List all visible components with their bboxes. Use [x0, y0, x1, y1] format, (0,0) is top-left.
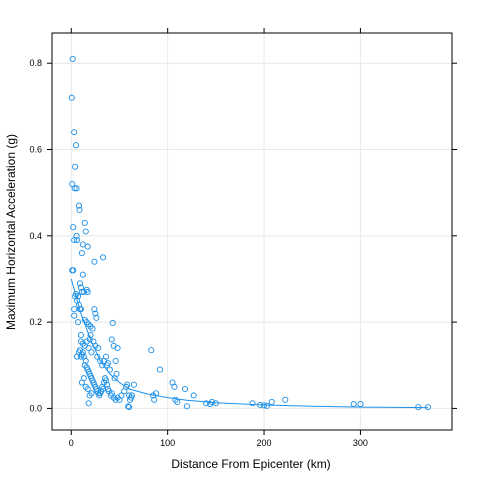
data-point [73, 142, 80, 149]
data-point [80, 375, 87, 382]
data-point [92, 310, 99, 317]
data-point [70, 267, 77, 274]
data-point [156, 366, 164, 373]
data-point [109, 319, 116, 327]
data-point [78, 250, 85, 257]
data-point [76, 206, 83, 213]
data-point [126, 404, 133, 411]
data-point [282, 396, 289, 403]
data-point [93, 314, 100, 321]
data-point [249, 400, 256, 407]
data-point [203, 400, 210, 407]
data-points [68, 55, 431, 411]
data-point [89, 325, 96, 332]
x-tick-label: 300 [353, 438, 368, 448]
data-point [77, 284, 84, 291]
data-point [103, 381, 110, 388]
axis-ticks: 0 100 200 300 0.0 0.2 0.4 0.6 0.8 [29, 28, 457, 448]
data-point [100, 254, 107, 261]
data-point [71, 237, 78, 244]
data-point [118, 392, 125, 399]
data-point [183, 403, 190, 410]
data-point [95, 344, 102, 352]
data-point [82, 228, 89, 235]
y-tick-label: 0.4 [29, 231, 42, 241]
data-point [171, 383, 178, 390]
data-point [71, 306, 78, 313]
data-point [125, 403, 132, 410]
data-point [70, 224, 77, 231]
data-point [71, 129, 78, 136]
data-point [85, 344, 92, 352]
data-point [181, 385, 189, 393]
data-point [106, 366, 113, 373]
data-point [148, 347, 155, 354]
data-point [91, 258, 98, 265]
data-point [78, 288, 85, 295]
data-point [108, 336, 115, 343]
data-point [84, 243, 91, 250]
smooth-curve [70, 278, 428, 409]
data-point [85, 400, 92, 407]
y-tick-label: 0.2 [29, 317, 42, 327]
data-point [350, 401, 357, 408]
y-tick-label: 0.0 [29, 403, 42, 413]
data-point [104, 360, 111, 367]
data-point [73, 185, 80, 192]
data-point [151, 396, 158, 403]
x-tick-label: 200 [257, 438, 272, 448]
data-point [71, 185, 78, 192]
plot-frame [51, 32, 453, 431]
data-point [76, 280, 84, 287]
data-point [82, 357, 89, 365]
y-axis-label: Maximum Horizontal Acceleration (g) [4, 134, 18, 330]
data-point [268, 398, 275, 406]
data-point [74, 237, 81, 244]
data-point [130, 381, 137, 388]
data-point [74, 293, 82, 300]
x-axis-label: Distance From Epicenter (km) [171, 457, 330, 471]
data-point [68, 94, 75, 101]
data-point [113, 370, 120, 377]
data-point [79, 271, 86, 278]
data-point [84, 385, 91, 393]
data-point [87, 332, 94, 339]
data-point [71, 312, 78, 319]
data-point [72, 163, 79, 170]
y-tick-label: 0.6 [29, 145, 42, 155]
data-point [88, 390, 95, 397]
data-point [102, 353, 110, 360]
data-point [81, 219, 88, 226]
x-tick-label: 0 [69, 438, 74, 448]
data-point [88, 349, 95, 356]
data-point [102, 377, 110, 384]
data-point [84, 288, 91, 295]
data-point [112, 357, 119, 365]
grid-lines [52, 33, 452, 430]
data-point [263, 402, 270, 409]
data-point [91, 306, 98, 313]
data-point [75, 202, 83, 209]
y-tick-label: 0.8 [29, 58, 42, 68]
x-tick-label: 100 [160, 438, 175, 448]
data-point [77, 332, 84, 339]
data-point [74, 319, 82, 326]
data-point [128, 392, 136, 399]
data-point [79, 349, 86, 356]
data-point [114, 344, 121, 352]
data-point [79, 241, 86, 248]
data-point [69, 55, 76, 62]
data-point [190, 392, 197, 399]
